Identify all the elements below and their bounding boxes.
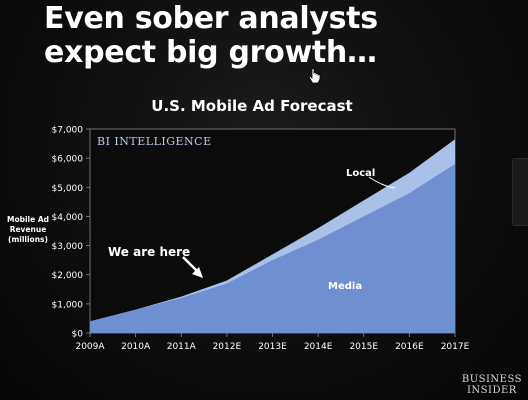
x-tick-label: 2017E <box>441 342 470 352</box>
x-tick-label: 2012E <box>213 342 242 352</box>
ylabel-line-1: Mobile Ad <box>7 215 49 224</box>
annotation-arrow <box>182 256 203 278</box>
local-pointer-line <box>368 176 396 189</box>
ylabel-line-3: (millions) <box>8 235 48 244</box>
y-tick-label: $6,000 <box>52 155 84 165</box>
y-tick-label: $1,000 <box>52 300 84 310</box>
x-tick-label: 2013E <box>258 342 287 352</box>
side-panel-tab[interactable] <box>512 158 528 226</box>
logo-line-1: BUSINESS <box>461 374 522 385</box>
y-tick-label: $7,000 <box>52 126 84 136</box>
y-tick-label: $2,000 <box>52 271 84 281</box>
y-tick-label: $4,000 <box>52 213 84 223</box>
y-tick-label: $3,000 <box>52 242 84 252</box>
x-tick-label: 2009A <box>75 342 105 352</box>
x-tick-label: 2011A <box>167 342 197 352</box>
x-tick-label: 2014E <box>304 342 333 352</box>
annotation-we-are-here: We are here <box>108 245 190 259</box>
hand-cursor-icon <box>309 68 321 84</box>
x-tick-label: 2015E <box>349 342 378 352</box>
x-tick-label: 2016E <box>395 342 424 352</box>
slide-title: Even sober analysts expect big growth… <box>44 1 378 70</box>
y-tick-label: $0 <box>72 330 84 340</box>
brand-label: BI INTELLIGENCE <box>97 135 212 148</box>
y-tick-label: $5,000 <box>52 184 84 194</box>
label-media: Media <box>328 281 362 292</box>
chart-title: U.S. Mobile Ad Forecast <box>151 97 352 115</box>
x-tick-label: 2010A <box>121 342 151 352</box>
logo-line-2: INSIDER <box>466 385 517 396</box>
ylabel-line-2: Revenue <box>10 225 47 234</box>
area-media <box>90 163 455 333</box>
label-local: Local <box>346 168 375 179</box>
business-insider-logo: BUSINESS INSIDER <box>462 374 522 396</box>
